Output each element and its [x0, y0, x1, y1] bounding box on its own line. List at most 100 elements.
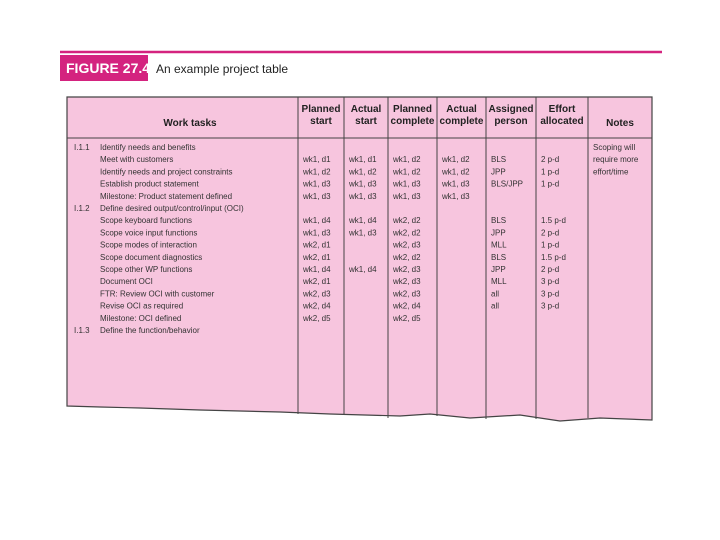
person: MLL: [491, 241, 507, 250]
effort: 1 p-d: [541, 241, 559, 250]
planned-start: wk1, d2: [302, 167, 331, 176]
actual-start: wk1, d3: [348, 228, 377, 237]
column-header: Actual: [351, 104, 382, 115]
person: BLS/JPP: [491, 180, 523, 189]
figure-label: FIGURE 27.4: [66, 60, 150, 76]
task-name: Identify needs and project constraints: [100, 167, 233, 176]
actual-start: wk1, d4: [348, 216, 377, 225]
planned-complete: wk1, d2: [392, 155, 421, 164]
planned-start: wk1, d4: [302, 265, 331, 274]
planned-complete: wk1, d3: [392, 180, 421, 189]
actual-start: wk1, d2: [348, 167, 377, 176]
task-name: Milestone: Product statement defined: [100, 192, 232, 201]
column-header: complete: [440, 116, 484, 127]
planned-start: wk2, d1: [302, 241, 331, 250]
planned-complete: wk2, d3: [392, 289, 421, 298]
effort: 1.5 p-d: [541, 253, 566, 262]
person: all: [491, 302, 499, 311]
effort: 2 p-d: [541, 228, 559, 237]
figure-label-box: [60, 55, 148, 81]
columns: [297, 97, 589, 419]
planned-start: wk2, d1: [302, 277, 331, 286]
actual-start: wk1, d4: [348, 265, 377, 274]
effort: 1 p-d: [541, 167, 559, 176]
column-header: Assigned: [488, 104, 533, 115]
planned-complete: wk1, d2: [392, 167, 421, 176]
actual-start: wk1, d1: [348, 155, 377, 164]
column-header: start: [355, 116, 377, 127]
task-name: FTR: Review OCI with customer: [100, 289, 215, 298]
column-header: start: [310, 116, 332, 127]
effort: 2 p-d: [541, 265, 559, 274]
note: require more: [593, 155, 639, 164]
planned-complete: wk2, d2: [392, 253, 421, 262]
task-name: Revise OCI as required: [100, 302, 183, 311]
person: MLL: [491, 277, 507, 286]
actual-complete: wk1, d3: [441, 180, 470, 189]
planned-start: wk1, d4: [302, 216, 331, 225]
planned-complete: wk2, d3: [392, 265, 421, 274]
effort: 2 p-d: [541, 155, 559, 164]
task-name: Document OCI: [100, 277, 153, 286]
planned-complete: wk2, d3: [392, 277, 421, 286]
task-name: Establish product statement: [100, 180, 199, 189]
effort: 3 p-d: [541, 289, 559, 298]
person: JPP: [491, 228, 506, 237]
person: JPP: [491, 265, 506, 274]
planned-start: wk1, d1: [302, 155, 331, 164]
planned-start: wk2, d1: [302, 253, 331, 262]
person: BLS: [491, 216, 506, 225]
column-header: Effort: [549, 104, 576, 115]
effort: 3 p-d: [541, 277, 559, 286]
cells: Work tasksPlannedstartActualstartPlanned…: [74, 104, 639, 335]
planned-start: wk2, d3: [302, 289, 331, 298]
planned-complete: wk2, d3: [392, 241, 421, 250]
note: effort/time: [593, 167, 629, 176]
planned-complete: wk2, d2: [392, 228, 421, 237]
task-name: Meet with customers: [100, 155, 173, 164]
column-header: complete: [391, 116, 435, 127]
task-name: Identify needs and benefits: [100, 143, 196, 152]
actual-complete: wk1, d2: [441, 155, 470, 164]
task-number: I.1.2: [74, 204, 90, 213]
task-name: Define the function/behavior: [100, 326, 200, 335]
table-background: [66, 96, 653, 422]
column-header: person: [494, 116, 527, 127]
task-number: I.1.3: [74, 326, 90, 335]
planned-start: wk2, d5: [302, 314, 331, 323]
task-name: Define desired output/control/input (OCI…: [100, 204, 244, 213]
person: all: [491, 289, 499, 298]
actual-complete: wk1, d2: [441, 167, 470, 176]
effort: 1.5 p-d: [541, 216, 566, 225]
person: JPP: [491, 167, 506, 176]
task-number: I.1.1: [74, 143, 90, 152]
planned-complete: wk2, d4: [392, 302, 421, 311]
actual-start: wk1, d3: [348, 192, 377, 201]
actual-start: wk1, d3: [348, 180, 377, 189]
figure-caption: An example project table: [156, 62, 288, 76]
planned-complete: wk1, d3: [392, 192, 421, 201]
effort: 3 p-d: [541, 302, 559, 311]
column-header: Planned: [302, 104, 341, 115]
planned-complete: wk2, d2: [392, 216, 421, 225]
planned-complete: wk2, d5: [392, 314, 421, 323]
planned-start: wk1, d3: [302, 192, 331, 201]
column-header: Notes: [606, 118, 634, 129]
column-header: Work tasks: [163, 118, 217, 129]
planned-start: wk2, d4: [302, 302, 331, 311]
planned-start: wk1, d3: [302, 228, 331, 237]
note: Scoping will: [593, 143, 635, 152]
actual-complete: wk1, d3: [441, 192, 470, 201]
column-header: Actual: [446, 104, 477, 115]
column-header: Planned: [393, 104, 432, 115]
planned-start: wk1, d3: [302, 180, 331, 189]
task-name: Scope modes of interaction: [100, 241, 197, 250]
person: BLS: [491, 155, 506, 164]
effort: 1 p-d: [541, 180, 559, 189]
task-name: Scope other WP functions: [100, 265, 192, 274]
column-header: allocated: [540, 116, 583, 127]
person: BLS: [491, 253, 506, 262]
task-name: Scope voice input functions: [100, 228, 197, 237]
task-name: Scope keyboard functions: [100, 216, 192, 225]
